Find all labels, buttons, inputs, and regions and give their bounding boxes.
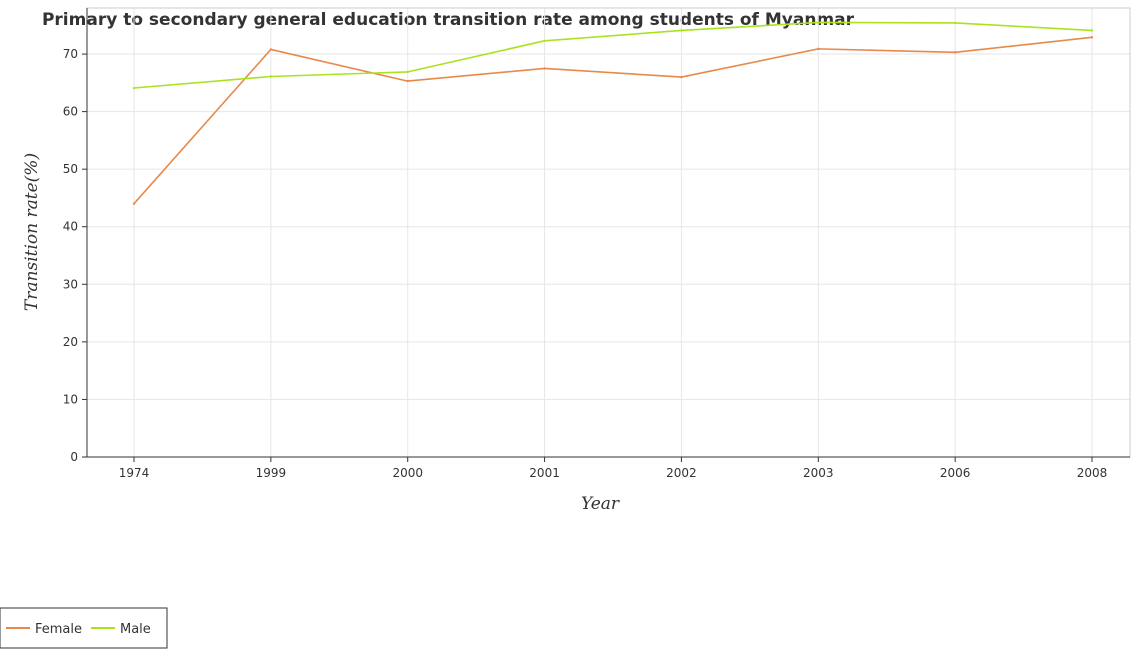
- data-point-male: [406, 70, 409, 74]
- data-point-female: [406, 79, 409, 83]
- x-tick-label: 2000: [392, 466, 423, 480]
- gridlines: [87, 8, 1130, 458]
- y-tick-label: 0: [70, 450, 78, 464]
- plot-frame: [86, 7, 1131, 458]
- x-tick-label: 2002: [666, 466, 697, 480]
- data-point-male: [817, 21, 820, 24]
- legend-male-label: Male: [120, 622, 151, 637]
- series-line-male: [133, 21, 1093, 89]
- data-point-male: [269, 75, 273, 78]
- x-tick-label: 2003: [803, 466, 834, 480]
- y-tick-label: 70: [63, 47, 78, 61]
- data-point-female: [543, 67, 546, 70]
- data-point-male: [680, 29, 683, 32]
- y-axis-label: Transition rate(%): [22, 153, 42, 311]
- y-axis-ticks: 0 10 20 30 40 50 60 70: [63, 8, 88, 464]
- data-point-female: [953, 51, 957, 54]
- y-tick-label: 10: [63, 392, 78, 406]
- x-tick-label: 2006: [940, 466, 971, 480]
- data-point-male: [1090, 29, 1094, 32]
- legend: Female Male: [0, 607, 168, 649]
- y-tick-label: 50: [63, 162, 78, 176]
- y-tick-label: 20: [63, 335, 78, 349]
- y-tick-label: 30: [63, 277, 78, 291]
- data-point-female: [817, 47, 820, 51]
- x-tick-label: 1974: [119, 466, 150, 480]
- x-tick-label: 2008: [1077, 466, 1108, 480]
- data-point-female: [269, 48, 273, 51]
- data-point-female: [680, 75, 683, 79]
- x-axis-label: Year: [581, 494, 620, 514]
- data-point-male: [543, 39, 546, 43]
- data-point-male: [132, 86, 136, 90]
- x-tick-label: 2001: [529, 466, 560, 480]
- series-line-female: [133, 36, 1093, 205]
- data-point-female: [132, 202, 136, 205]
- series-layer: [132, 21, 1094, 205]
- chart-title: Primary to secondary general education t…: [42, 10, 855, 30]
- legend-female-label: Female: [35, 622, 82, 637]
- y-tick-label: 60: [63, 105, 78, 119]
- x-tick-label: 1999: [256, 466, 287, 480]
- data-point-female: [1090, 36, 1094, 39]
- y-tick-label: 40: [63, 220, 78, 234]
- x-axis-ticks: 1974 1999 2000 2001 2002 2003 2006 2008: [87, 456, 1130, 480]
- data-point-male: [953, 21, 957, 25]
